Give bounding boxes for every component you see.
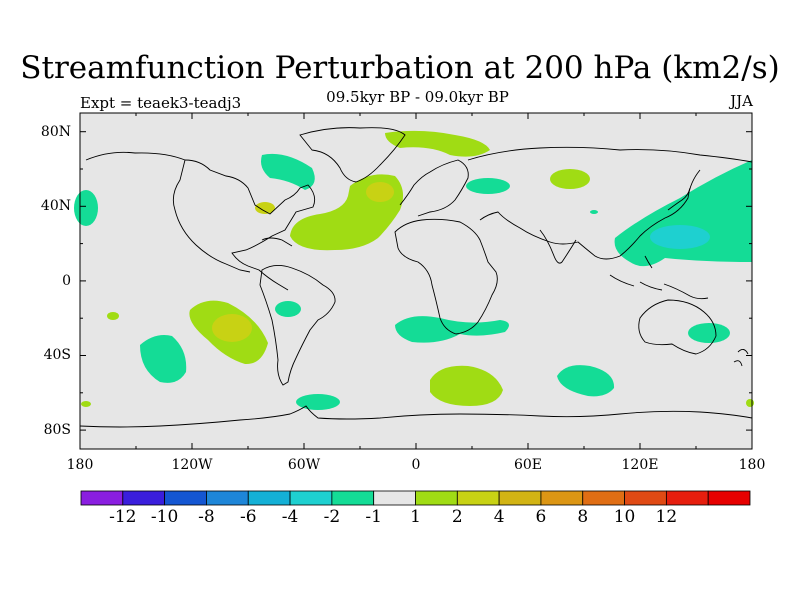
coastline-india bbox=[539, 229, 577, 264]
negative-anomaly-core bbox=[650, 225, 710, 249]
positive-anomaly-patch bbox=[81, 401, 91, 407]
positive-anomaly-patch bbox=[107, 312, 119, 320]
lat-tick-label: 80N bbox=[40, 124, 71, 140]
lon-tick-label: 60W bbox=[287, 457, 321, 473]
anomaly-patches bbox=[74, 130, 754, 410]
negative-anomaly-patch bbox=[296, 394, 340, 410]
colorbar-swatch bbox=[164, 490, 207, 506]
colorbar-swatch bbox=[498, 490, 542, 506]
positive-anomaly-core bbox=[366, 182, 394, 202]
experiment-label: Expt = teaek3-teadj3 bbox=[80, 94, 242, 112]
coastline-philippines bbox=[644, 255, 653, 269]
positive-anomaly-patch bbox=[430, 365, 503, 406]
colorbar-swatch bbox=[247, 490, 291, 506]
lon-tick-label: 60E bbox=[513, 457, 543, 473]
colorbar-swatch bbox=[331, 490, 375, 506]
negative-anomaly-patch bbox=[395, 316, 509, 343]
colorbar-swatch bbox=[289, 490, 333, 506]
colorbar-swatch bbox=[624, 490, 667, 506]
lat-tick-label: 40S bbox=[43, 347, 71, 363]
colorbar-label: 2 bbox=[451, 507, 463, 527]
positive-anomaly-patch bbox=[255, 202, 275, 214]
colorbar-label: -2 bbox=[323, 507, 341, 527]
colorbar-swatch bbox=[415, 490, 458, 506]
negative-anomaly-patch bbox=[557, 365, 615, 397]
colorbar-label: 6 bbox=[535, 507, 547, 527]
lat-tick-label: 40N bbox=[40, 198, 71, 214]
lon-tick-label: 180 bbox=[66, 457, 94, 473]
plot-subtitle: 09.5kyr BP - 09.0kyr BP bbox=[326, 88, 509, 106]
colorbar-swatch bbox=[122, 490, 166, 506]
lat-tick-label: 80S bbox=[43, 422, 71, 438]
negative-anomaly-patch bbox=[275, 301, 301, 317]
lon-tick-label: 0 bbox=[411, 457, 421, 473]
colorbar-label: 4 bbox=[493, 507, 505, 527]
colorbar-label: -6 bbox=[239, 507, 257, 527]
colorbar-swatch bbox=[707, 490, 751, 506]
colorbar-swatch bbox=[80, 490, 124, 506]
colorbar-label: 1 bbox=[410, 507, 421, 527]
coastline-indonesia bbox=[609, 274, 709, 300]
colorbar-label: 12 bbox=[655, 507, 678, 527]
coastline-antarctica bbox=[79, 405, 753, 428]
negative-anomaly-patch bbox=[590, 210, 598, 214]
negative-anomaly-patch bbox=[74, 190, 98, 226]
colorbar-label: 10 bbox=[613, 507, 636, 527]
colorbar-swatch bbox=[456, 490, 500, 506]
colorbar-swatch bbox=[540, 490, 584, 506]
positive-anomaly-patch bbox=[746, 399, 754, 407]
coastlines bbox=[79, 127, 753, 428]
coastline-greenland bbox=[299, 127, 406, 183]
colorbar-swatch bbox=[373, 490, 416, 506]
positive-anomaly-patch bbox=[550, 169, 590, 189]
coastline-europe bbox=[399, 159, 469, 217]
coastline-caribbean bbox=[261, 237, 293, 247]
map-frame bbox=[79, 112, 753, 450]
coastline-north-america-west bbox=[172, 159, 251, 273]
negative-anomaly-patch bbox=[614, 160, 752, 267]
colorbar bbox=[80, 490, 751, 506]
negative-anomaly-patch bbox=[466, 178, 510, 194]
negative-anomaly-patch bbox=[261, 153, 315, 190]
lat-tick-label: 0 bbox=[62, 273, 71, 289]
coastline-south-america bbox=[259, 265, 336, 386]
coastline-new-zealand bbox=[733, 349, 749, 367]
coastline-australia bbox=[638, 299, 717, 355]
colorbar-label: -10 bbox=[150, 507, 179, 527]
coastline-north-america bbox=[85, 151, 316, 291]
coastline-africa bbox=[394, 218, 498, 335]
colorbar-label: 8 bbox=[577, 507, 589, 527]
colorbar-label: -4 bbox=[281, 507, 299, 527]
season-label: JJA bbox=[730, 92, 753, 110]
coastline-asia bbox=[467, 146, 753, 260]
coastline-japan bbox=[667, 187, 691, 211]
lon-tick-label: 180 bbox=[738, 457, 766, 473]
negative-anomaly-patch bbox=[688, 323, 730, 343]
map-background bbox=[80, 113, 752, 449]
colorbar-label: -12 bbox=[109, 507, 137, 527]
positive-anomaly-core bbox=[212, 314, 252, 342]
lon-tick-label: 120E bbox=[621, 457, 659, 473]
colorbar-label: -1 bbox=[365, 507, 382, 527]
colorbar-swatch bbox=[206, 490, 249, 506]
negative-anomaly-patch bbox=[140, 335, 187, 383]
positive-anomaly-patch bbox=[385, 130, 490, 157]
lon-tick-label: 120W bbox=[171, 457, 213, 473]
colorbar-label: -8 bbox=[198, 507, 215, 527]
colorbar-swatch bbox=[582, 490, 625, 506]
colorbar-swatch bbox=[665, 490, 709, 506]
plot-title: Streamfunction Perturbation at 200 hPa (… bbox=[20, 50, 780, 86]
